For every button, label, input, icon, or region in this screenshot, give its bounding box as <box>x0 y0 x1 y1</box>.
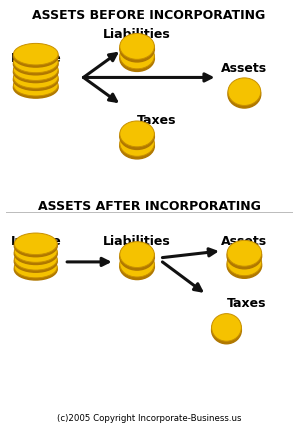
Ellipse shape <box>14 243 57 265</box>
Ellipse shape <box>13 44 58 66</box>
Ellipse shape <box>120 254 154 280</box>
Ellipse shape <box>212 314 241 341</box>
Ellipse shape <box>120 37 154 63</box>
Ellipse shape <box>14 251 57 273</box>
Ellipse shape <box>120 34 154 60</box>
Ellipse shape <box>120 131 154 157</box>
Text: Taxes: Taxes <box>226 297 266 310</box>
Ellipse shape <box>14 241 57 263</box>
Ellipse shape <box>13 68 58 89</box>
Ellipse shape <box>227 241 262 267</box>
Ellipse shape <box>120 46 154 72</box>
Ellipse shape <box>13 54 58 76</box>
Ellipse shape <box>120 134 154 160</box>
Ellipse shape <box>228 79 261 106</box>
Ellipse shape <box>120 245 154 270</box>
Ellipse shape <box>120 252 154 277</box>
Ellipse shape <box>14 249 57 270</box>
Ellipse shape <box>14 233 57 255</box>
Ellipse shape <box>120 242 154 268</box>
Text: Liabilities: Liabilities <box>103 28 171 41</box>
Ellipse shape <box>228 81 261 109</box>
Ellipse shape <box>13 52 58 74</box>
Text: Assets: Assets <box>221 62 267 75</box>
Text: Income: Income <box>10 52 61 64</box>
Text: ASSETS AFTER INCORPORATING: ASSETS AFTER INCORPORATING <box>38 200 260 213</box>
Text: Liabilities: Liabilities <box>103 234 171 247</box>
Text: Income: Income <box>10 234 61 247</box>
Ellipse shape <box>13 60 58 81</box>
Ellipse shape <box>13 46 58 68</box>
Ellipse shape <box>13 77 58 99</box>
Ellipse shape <box>227 250 262 276</box>
Ellipse shape <box>13 70 58 91</box>
Ellipse shape <box>212 316 241 344</box>
Ellipse shape <box>14 259 57 280</box>
Ellipse shape <box>13 75 58 97</box>
Text: Taxes: Taxes <box>137 114 177 127</box>
Ellipse shape <box>120 44 154 70</box>
Ellipse shape <box>13 62 58 83</box>
Ellipse shape <box>14 236 57 257</box>
Text: ASSETS BEFORE INCORPORATING: ASSETS BEFORE INCORPORATING <box>32 9 266 22</box>
Ellipse shape <box>227 253 262 279</box>
Text: Assets: Assets <box>221 234 267 247</box>
Ellipse shape <box>120 124 154 150</box>
Ellipse shape <box>14 257 57 278</box>
Text: (c)2005 Copyright Incorporate-Business.us: (c)2005 Copyright Incorporate-Business.u… <box>57 413 241 421</box>
Ellipse shape <box>227 243 262 269</box>
Ellipse shape <box>120 122 154 147</box>
